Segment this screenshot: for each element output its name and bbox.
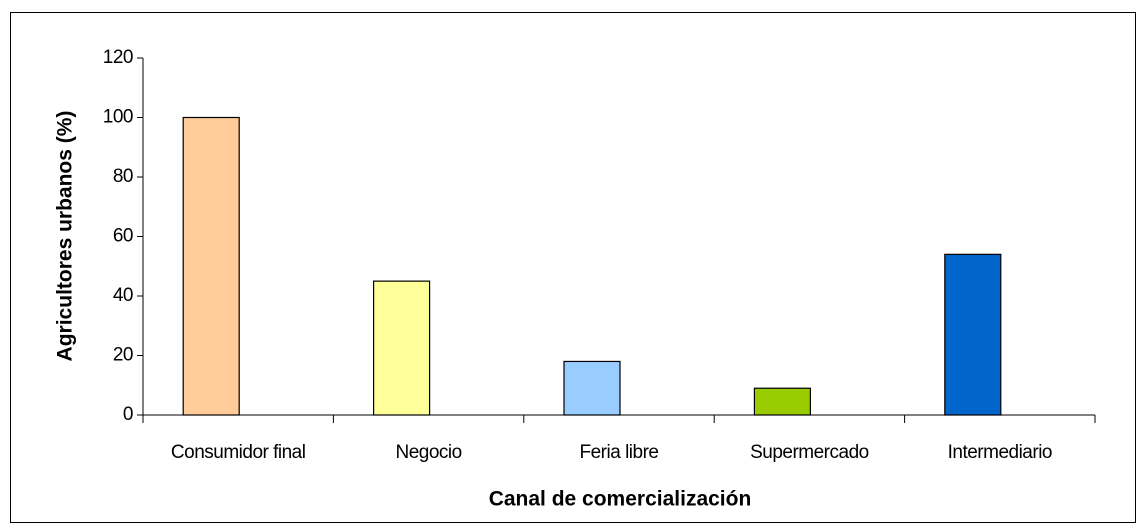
y-tick-label: 40 [113, 285, 133, 306]
x-tick-label: Negocio [395, 442, 461, 463]
bar [753, 387, 812, 416]
y-tick-label: 80 [113, 166, 133, 187]
bar [182, 116, 240, 416]
y-tick-label: 20 [113, 345, 133, 366]
x-tick-label: Feria libre [580, 442, 659, 463]
bar [563, 360, 621, 416]
y-tick-label: 100 [103, 107, 133, 128]
x-tick-label: Supermercado [750, 442, 869, 463]
bar [373, 280, 431, 416]
bar [944, 253, 1002, 416]
y-tick-label: 120 [103, 47, 133, 68]
x-tick-label: Consumidor final [171, 442, 306, 463]
y-axis-title: Agricultores urbanos (%) [54, 111, 77, 362]
y-tick-label: 60 [113, 226, 133, 247]
x-axis-title: Canal de comercialización [489, 488, 752, 511]
x-tick-label: Intermediario [948, 442, 1052, 463]
y-tick-label: 0 [123, 404, 133, 425]
